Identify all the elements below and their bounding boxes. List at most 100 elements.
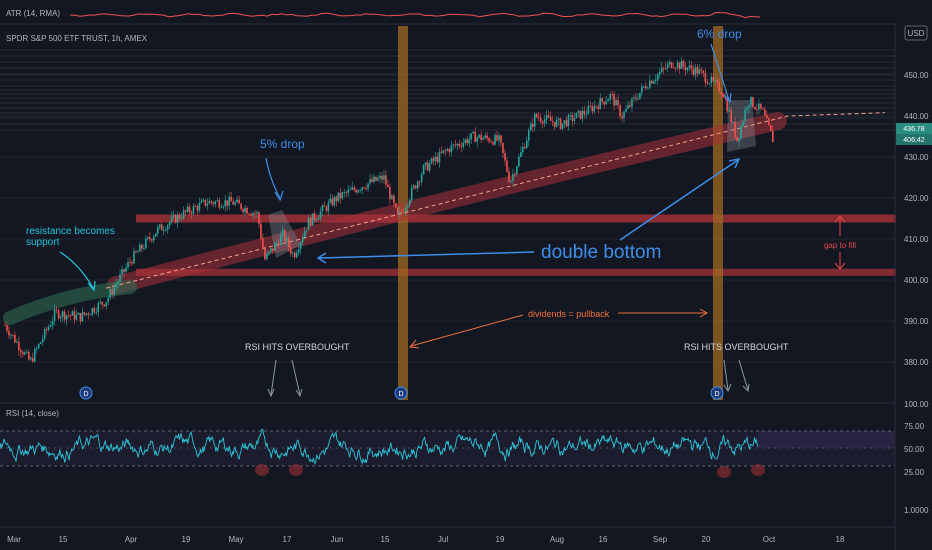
candle [151, 239, 153, 241]
candle [377, 178, 379, 181]
candle [184, 210, 187, 212]
candle [262, 238, 264, 249]
rsi-arrow-2 [291, 359, 301, 396]
candle [39, 342, 42, 344]
support-trend-band [107, 112, 787, 295]
candle [141, 244, 143, 249]
candle [446, 149, 449, 151]
candle [79, 312, 82, 322]
candle [726, 98, 728, 112]
candle [585, 114, 588, 115]
candle [529, 123, 532, 131]
candle [480, 134, 482, 140]
candle [222, 206, 225, 208]
dividends-arrowhead-right [699, 308, 709, 318]
rsi-line [0, 428, 759, 465]
price-tick-label: 390.00 [904, 317, 929, 326]
double-bottom-arrow-left [319, 251, 535, 259]
candle [127, 262, 129, 268]
candle [770, 125, 772, 131]
candle [662, 67, 665, 69]
candle [6, 325, 8, 331]
candle [567, 115, 570, 127]
candle [111, 289, 113, 295]
candle [154, 233, 157, 237]
candle [531, 123, 534, 127]
price-tick-label: 450.00 [904, 71, 929, 80]
candle [45, 329, 48, 331]
six-drop-arrow [710, 43, 730, 101]
candle [194, 206, 197, 207]
candle [533, 113, 536, 127]
time-tick-label: Oct [763, 535, 776, 544]
candle [232, 201, 234, 205]
resistance-label-line2: support [26, 237, 60, 248]
candle [541, 121, 544, 124]
candle [202, 199, 205, 201]
candle [514, 173, 516, 175]
candle [287, 238, 290, 248]
candle [236, 199, 238, 203]
candle [317, 218, 320, 220]
candle [460, 145, 463, 147]
candle [20, 350, 22, 353]
candle [732, 122, 734, 123]
candle [629, 105, 631, 107]
candle [490, 141, 492, 143]
candle [609, 94, 611, 100]
candle [365, 188, 367, 190]
candle [240, 203, 242, 210]
price-axis[interactable]: 380.00 390.00 400.00 410.00 420.00 430.00 440.… [904, 71, 929, 367]
candle [440, 151, 443, 153]
candle [357, 190, 359, 193]
candle [57, 310, 60, 319]
settings-icon[interactable] [904, 25, 928, 41]
dividend-badge-june[interactable]: D [394, 386, 408, 400]
candle [8, 330, 10, 336]
dividend-band-september [713, 26, 723, 400]
double-bottom-label: double bottom [541, 242, 661, 263]
candle [742, 121, 744, 127]
candle [766, 115, 768, 119]
rsi-projection [758, 431, 895, 448]
dividend-badge-september[interactable]: D [710, 386, 724, 400]
time-axis[interactable]: Mar 15 Apr 19 May 17 Jun 15 Jul 19 Aug 16 Sep 20 Oct 18 [7, 535, 845, 544]
candle [327, 202, 330, 211]
candle [690, 65, 693, 70]
candle [674, 67, 677, 69]
candle [228, 196, 230, 206]
candle [728, 110, 730, 112]
rsi-label: RSI (14, close) [6, 409, 59, 418]
candle [557, 118, 560, 121]
rsi-arrowhead-2 [295, 388, 303, 398]
price-tick-label: 380.00 [904, 358, 929, 367]
candle [589, 105, 592, 107]
resistance-arrow [59, 251, 94, 289]
candlestick-series[interactable] [4, 57, 774, 363]
candle [307, 218, 310, 230]
candle [168, 222, 171, 226]
time-tick-label: Jul [438, 535, 448, 544]
candle [698, 69, 701, 74]
atr-pane: ATR (14, RMA) [6, 9, 761, 19]
candle [537, 116, 540, 118]
candle [581, 110, 584, 119]
candle [599, 98, 602, 110]
gap-lower-band [136, 268, 896, 276]
last-price-secondary-tag [896, 134, 932, 145]
candle [204, 199, 207, 206]
candle [575, 112, 578, 119]
candle [512, 173, 514, 181]
candle [391, 195, 393, 200]
dividend-badge-march[interactable]: D [79, 386, 93, 400]
candle [256, 212, 258, 214]
candle [87, 313, 90, 315]
candle [113, 287, 115, 295]
candle [115, 284, 117, 288]
candle [639, 92, 641, 100]
candle [641, 86, 643, 93]
candle [33, 349, 36, 362]
candle [208, 200, 211, 204]
candle [149, 237, 151, 240]
